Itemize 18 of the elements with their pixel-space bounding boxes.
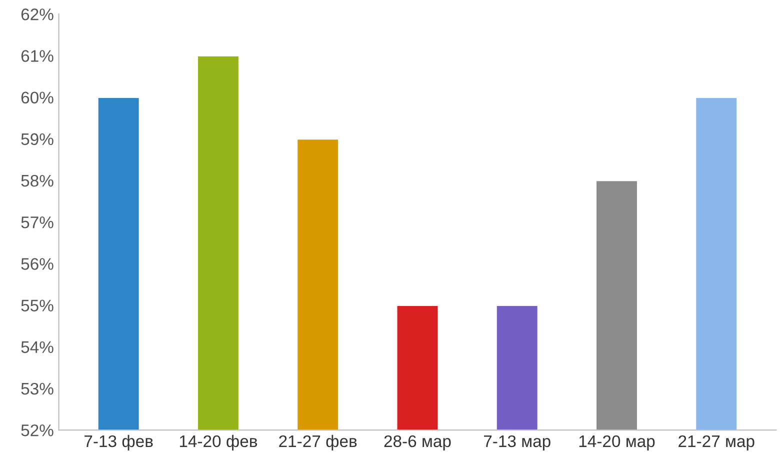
x-tick-label: 7-13 фев [84,434,153,450]
y-tick-label: 57% [21,216,54,228]
x-tick-label: 21-27 мар [678,435,754,450]
y-tick-label: 60% [21,92,54,104]
y-tick-label: 52% [21,424,54,436]
y-tick-label: 56% [21,258,54,270]
x-tick-label: 21-27 фев [279,434,357,450]
x-tick-label: 7-13 мар [484,435,550,450]
x-tick-label: 28-6 мар [384,435,451,450]
y-tick-label: 61% [21,50,54,62]
y-tick-label: 55% [21,300,54,312]
y-tick-label: 59% [21,133,54,146]
y-tick-label: 58% [21,174,54,187]
x-tick-label: 14-20 фев [180,434,258,450]
y-tick-label: 62% [21,8,54,20]
y-tick-label: 54% [21,341,54,354]
x-tick-label: 14-20 мар [579,435,655,450]
y-tick-label: 53% [21,382,54,395]
